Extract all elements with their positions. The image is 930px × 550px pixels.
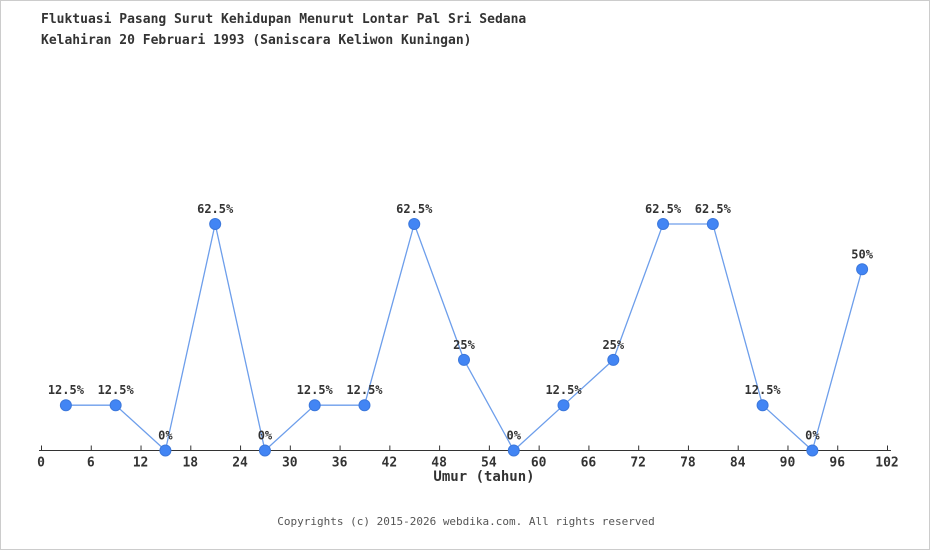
data-point-marker [507,444,520,457]
x-axis-tick-label: 18 [182,456,198,471]
x-axis-tick-label: 36 [332,456,348,471]
data-point-marker [308,399,321,412]
copyright-footer: Copyrights (c) 2015-2026 webdika.com. Al… [277,515,655,528]
data-point-marker [258,444,271,457]
data-point-label: 12.5% [745,383,782,397]
x-axis-tick-label: 24 [232,456,248,471]
data-point-marker [59,399,72,412]
data-point-label: 62.5% [396,202,433,216]
x-axis-tick-label: 72 [630,456,646,471]
x-axis-tick-label: 54 [481,456,497,471]
x-axis-tick-label: 66 [581,456,597,471]
data-point-marker [756,399,769,412]
data-point-marker [607,353,620,366]
data-point-label: 0% [158,429,173,443]
data-point-marker [358,399,371,412]
data-point-label: 62.5% [695,202,732,216]
data-point-label: 25% [602,338,624,352]
x-axis-tick-label: 42 [382,456,398,471]
x-axis-tick-label: 102 [875,456,898,471]
x-axis-tick-label: 78 [680,456,696,471]
x-axis-tick-label: 30 [282,456,298,471]
data-point-label: 12.5% [98,383,135,397]
data-point-label: 0% [258,429,273,443]
data-point-marker [209,218,222,230]
chart-title: Fluktuasi Pasang Surut Kehidupan Menurut… [41,9,526,51]
x-axis-tick-label: 60 [531,456,547,471]
data-point-marker [109,399,122,412]
data-point-label: 62.5% [197,202,234,216]
x-axis-tick-label: 6 [87,456,95,471]
x-axis-label: Umur (tahun) [433,469,535,485]
data-point-label: 12.5% [48,383,85,397]
data-point-label: 12.5% [297,383,334,397]
data-point-label: 12.5% [545,383,582,397]
data-point-label: 25% [453,338,475,352]
data-point-marker [557,399,570,412]
x-axis-tick-label: 0 [37,456,45,471]
data-point-marker [408,218,421,230]
data-point-marker [706,218,719,230]
data-point-label: 0% [805,429,820,443]
chart-title-line1: Fluktuasi Pasang Surut Kehidupan Menurut… [41,12,527,27]
x-axis-tick-label: 90 [780,456,796,471]
x-axis-tick-label: 96 [829,456,845,471]
data-point-marker [159,444,172,457]
x-axis-tick-label: 48 [431,456,447,471]
chart-title-line2: Kelahiran 20 Februari 1993 (Saniscara Ke… [41,33,472,48]
data-point-label: 62.5% [645,202,682,216]
data-point-marker [458,353,470,366]
x-axis-tick-label: 12 [133,456,149,471]
data-point-marker [856,263,869,276]
data-point-label: 50% [851,247,873,261]
data-point-marker [806,444,819,457]
x-axis-tick-label: 84 [730,456,746,471]
data-point-label: 0% [507,429,522,443]
data-point-label: 12.5% [346,383,383,397]
data-point-marker [657,218,670,230]
